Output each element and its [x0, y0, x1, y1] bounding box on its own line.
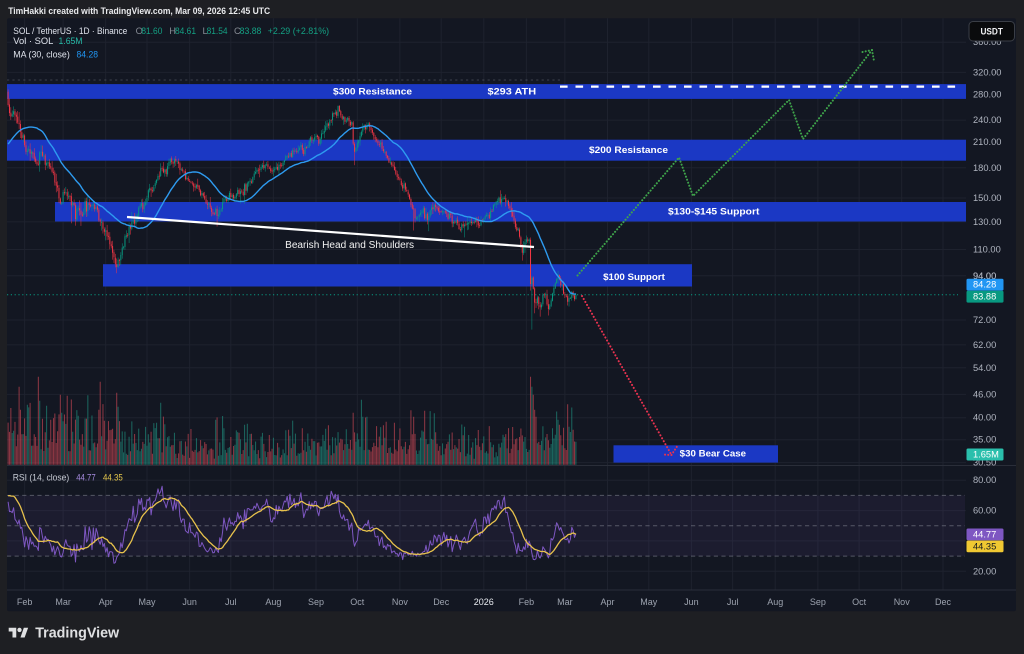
svg-text:44.77: 44.77 [76, 473, 96, 483]
svg-text:$130-$145 Support: $130-$145 Support [668, 206, 760, 217]
svg-text:Aug: Aug [265, 597, 281, 607]
svg-text:30.50: 30.50 [973, 458, 996, 468]
svg-text:Feb: Feb [519, 597, 535, 607]
svg-text:$293 ATH: $293 ATH [488, 87, 537, 98]
svg-text:240.00: 240.00 [973, 115, 1001, 125]
svg-text:Jul: Jul [727, 597, 739, 607]
svg-text:Feb: Feb [17, 597, 33, 607]
svg-text:Apr: Apr [600, 597, 614, 607]
svg-text:Vol · SOL: Vol · SOL [13, 36, 53, 46]
svg-text:80.00: 80.00 [973, 475, 996, 485]
svg-text:62.00: 62.00 [973, 340, 996, 350]
svg-text:H: H [169, 26, 176, 36]
svg-text:360.00: 360.00 [973, 37, 1001, 47]
svg-text:110.00: 110.00 [973, 245, 1001, 255]
svg-text:44.35: 44.35 [103, 473, 123, 483]
svg-text:84.28: 84.28 [77, 49, 99, 59]
svg-text:Oct: Oct [350, 597, 365, 607]
svg-text:72.00: 72.00 [973, 315, 996, 325]
svg-text:SOL / TetherUS · 1D · Binance: SOL / TetherUS · 1D · Binance [13, 26, 127, 36]
svg-text:81.54: 81.54 [207, 26, 228, 36]
svg-text:Sep: Sep [810, 597, 826, 607]
svg-text:+2.29 (+2.81%): +2.29 (+2.81%) [268, 26, 329, 36]
svg-text:$30 Bear Case: $30 Bear Case [680, 449, 746, 460]
svg-text:Dec: Dec [433, 597, 450, 607]
svg-text:35.00: 35.00 [973, 435, 996, 445]
svg-text:USDT: USDT [980, 27, 1003, 37]
svg-text:TradingView: TradingView [35, 625, 119, 642]
svg-text:May: May [640, 597, 658, 607]
svg-text:84.61: 84.61 [175, 26, 196, 36]
svg-text:Aug: Aug [767, 597, 783, 607]
svg-text:84.28: 84.28 [973, 280, 996, 290]
svg-text:May: May [138, 597, 156, 607]
svg-text:MA (30, close): MA (30, close) [13, 49, 70, 59]
svg-text:44.35: 44.35 [973, 541, 996, 551]
svg-text:Jun: Jun [684, 597, 699, 607]
svg-text:1.65M: 1.65M [973, 450, 999, 460]
svg-text:20.00: 20.00 [973, 566, 996, 576]
svg-text:83.88: 83.88 [973, 292, 996, 302]
svg-text:44.77: 44.77 [973, 529, 996, 539]
svg-text:280.00: 280.00 [973, 90, 1001, 100]
svg-text:54.00: 54.00 [973, 363, 996, 373]
svg-text:81.60: 81.60 [141, 26, 162, 36]
svg-text:L: L [203, 26, 208, 36]
svg-text:60.00: 60.00 [973, 506, 996, 516]
svg-text:130.00: 130.00 [973, 217, 1001, 227]
svg-text:O: O [136, 26, 143, 36]
svg-text:Nov: Nov [392, 597, 409, 607]
svg-text:$200 Resistance: $200 Resistance [589, 145, 668, 156]
svg-text:RSI (14, close): RSI (14, close) [13, 473, 70, 483]
svg-text:Jun: Jun [182, 597, 197, 607]
svg-text:83.88: 83.88 [240, 26, 262, 36]
svg-text:180.00: 180.00 [973, 163, 1001, 173]
svg-text:Sep: Sep [308, 597, 324, 607]
svg-text:94.00: 94.00 [973, 271, 996, 281]
svg-text:46.00: 46.00 [973, 389, 996, 399]
svg-text:$300 Resistance: $300 Resistance [333, 87, 412, 98]
svg-text:Apr: Apr [99, 597, 113, 607]
svg-text:150.00: 150.00 [973, 193, 1001, 203]
svg-text:Nov: Nov [894, 597, 911, 607]
svg-text:Bearish Head and Shoulders: Bearish Head and Shoulders [285, 240, 414, 251]
svg-text:1.65M: 1.65M [59, 36, 83, 46]
svg-text:Mar: Mar [55, 597, 71, 607]
svg-text:Oct: Oct [852, 597, 867, 607]
svg-text:TimHakki created with TradingV: TimHakki created with TradingView.com, M… [8, 6, 270, 16]
svg-text:Dec: Dec [935, 597, 952, 607]
svg-text:94.00: 94.00 [973, 271, 996, 281]
svg-text:Jul: Jul [225, 597, 237, 607]
svg-text:320.00: 320.00 [973, 67, 1001, 77]
svg-text:210.00: 210.00 [973, 137, 1001, 147]
svg-text:40.00: 40.00 [973, 413, 996, 423]
svg-text:2026: 2026 [474, 597, 494, 607]
svg-text:C: C [234, 26, 241, 36]
svg-text:Mar: Mar [557, 597, 573, 607]
svg-text:$100 Support: $100 Support [603, 272, 666, 283]
